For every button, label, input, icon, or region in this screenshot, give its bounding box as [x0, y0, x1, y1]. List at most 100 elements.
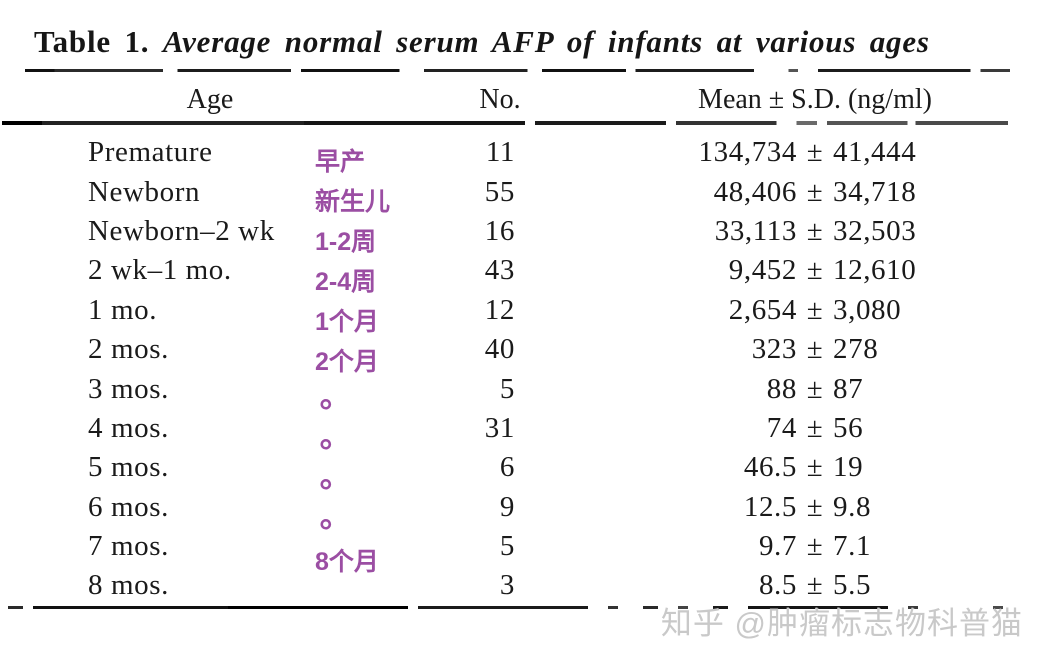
annotation-2-months: 2个月 [315, 348, 379, 376]
no-cell: 6 [499, 451, 515, 484]
age-cell: 7 mos. [88, 530, 169, 563]
rule-under-header [2, 121, 1008, 125]
plus-minus-sign: ± [806, 451, 824, 484]
table-title: Table 1. Average normal serum AFP of inf… [34, 24, 1034, 60]
no-cell: 5 [499, 530, 515, 563]
age-cell: 1 mo. [88, 293, 158, 326]
table-title-caption: Average normal serum AFP of infants at v… [162, 24, 930, 59]
mean-value: 48,406 [713, 175, 797, 208]
mean-sd-cell: 46.5 ±19 [630, 448, 1000, 487]
table-row: 3 mos. 5 88 ±87 [0, 369, 1049, 408]
table-row: Newborn 55 48,406 ±34,718 [0, 172, 1049, 211]
table-row: 4 mos. 31 74 ±56 [0, 409, 1049, 448]
no-cell: 43 [484, 254, 515, 287]
table-row: Premature 11 134,734 ±41,444 [0, 133, 1049, 172]
age-cell: Newborn [88, 175, 201, 208]
plus-minus-sign: ± [806, 411, 824, 444]
table-row: 8 mos. 3 8.5 ±5.5 [0, 566, 1049, 605]
table-row: Newborn–2 wk 16 33,113 ±32,503 [0, 212, 1049, 251]
mean-sd-cell: 323 ±278 [630, 330, 1000, 369]
table-header-row: Age No. Mean ± S.D. (ng/ml) [0, 80, 1049, 120]
sd-value: 32,503 [833, 214, 917, 247]
rule-under-title [25, 69, 1010, 72]
mean-value: 74 [766, 411, 797, 444]
table-title-label: Table 1. [34, 24, 150, 59]
mean-sd-cell: 134,734 ±41,444 [630, 133, 1000, 172]
annotation-8-months: 8个月 [315, 548, 379, 576]
ditto-circle-mark: ° [319, 393, 333, 431]
mean-value: 9,452 [728, 254, 797, 287]
age-cell: Premature [88, 136, 213, 169]
sd-value: 12,610 [833, 254, 917, 287]
sd-value: 5.5 [833, 569, 872, 602]
chinese-translation-column: 早产 新生儿 1-2周 2-4周 1个月 2个月 ° ° ° ° 8个月 [315, 140, 445, 580]
mean-sd-cell: 9,452 ±12,610 [630, 251, 1000, 290]
ditto-circle-mark: ° [319, 433, 333, 471]
no-cell: 12 [484, 293, 515, 326]
sd-value: 278 [833, 333, 879, 366]
plus-minus-sign: ± [806, 372, 824, 405]
sd-value: 9.8 [833, 490, 872, 523]
age-cell: 8 mos. [88, 569, 169, 602]
mean-sd-cell: 88 ±87 [630, 369, 1000, 408]
age-cell: Newborn–2 wk [88, 214, 275, 247]
plus-minus-sign: ± [806, 333, 824, 366]
annotation-newborn: 新生儿 [315, 188, 391, 216]
mean-value: 2,654 [728, 293, 797, 326]
table-row: 5 mos. 6 46.5 ±19 [0, 448, 1049, 487]
sd-value: 19 [833, 451, 864, 484]
plus-minus-sign: ± [806, 569, 824, 602]
no-cell: 40 [484, 333, 515, 366]
age-cell: 2 mos. [88, 333, 169, 366]
plus-minus-sign: ± [806, 136, 824, 169]
no-cell: 31 [484, 411, 515, 444]
mean-value: 8.5 [758, 569, 797, 602]
table-body: Premature 11 134,734 ±41,444 Newborn 55 4… [0, 133, 1049, 606]
sd-value: 7.1 [833, 530, 872, 563]
age-cell: 6 mos. [88, 490, 169, 523]
plus-minus-sign: ± [806, 214, 824, 247]
mean-value: 88 [766, 372, 797, 405]
table-row: 7 mos. 5 9.7 ±7.1 [0, 527, 1049, 566]
mean-sd-cell: 2,654 ±3,080 [630, 291, 1000, 330]
no-cell: 11 [485, 136, 515, 169]
sd-value: 56 [833, 411, 864, 444]
mean-sd-cell: 9.7 ±7.1 [630, 527, 1000, 566]
mean-sd-cell: 48,406 ±34,718 [630, 172, 1000, 211]
rule-table-bottom [8, 606, 1008, 609]
mean-value: 12.5 [743, 490, 797, 523]
age-cell: 2 wk–1 mo. [88, 254, 232, 287]
ditto-circle-mark: ° [319, 473, 333, 511]
ditto-circle-mark: ° [319, 513, 333, 551]
annotation-premature: 早产 [315, 148, 366, 176]
no-cell: 55 [484, 175, 515, 208]
plus-minus-sign: ± [806, 293, 824, 326]
plus-minus-sign: ± [806, 175, 824, 208]
age-cell: 5 mos. [88, 451, 169, 484]
mean-value: 323 [751, 333, 797, 366]
plus-minus-sign: ± [806, 254, 824, 287]
plus-minus-sign: ± [806, 530, 824, 563]
table-row: 2 wk–1 mo. 43 9,452 ±12,610 [0, 251, 1049, 290]
mean-sd-cell: 33,113 ±32,503 [630, 212, 1000, 251]
mean-sd-cell: 74 ±56 [630, 409, 1000, 448]
no-cell: 5 [499, 372, 515, 405]
sd-value: 34,718 [833, 175, 917, 208]
mean-value: 33,113 [714, 214, 797, 247]
mean-value: 9.7 [758, 530, 797, 563]
annotation-1-2-weeks: 1-2周 [315, 228, 377, 256]
column-header-no: No. [479, 84, 521, 115]
mean-value: 46.5 [743, 451, 797, 484]
mean-value: 134,734 [698, 136, 797, 169]
column-header-age: Age [186, 84, 234, 115]
zhihu-watermark: 知乎 @肿瘤标志物科普猫 [660, 606, 1023, 641]
annotation-2-4-weeks: 2-4周 [315, 268, 377, 296]
age-cell: 3 mos. [88, 372, 169, 405]
no-cell: 9 [499, 490, 515, 523]
age-cell: 4 mos. [88, 411, 169, 444]
annotation-1-month: 1个月 [315, 308, 379, 336]
table-row: 1 mo. 12 2,654 ±3,080 [0, 291, 1049, 330]
sd-value: 87 [833, 372, 864, 405]
mean-sd-cell: 12.5 ±9.8 [630, 488, 1000, 527]
